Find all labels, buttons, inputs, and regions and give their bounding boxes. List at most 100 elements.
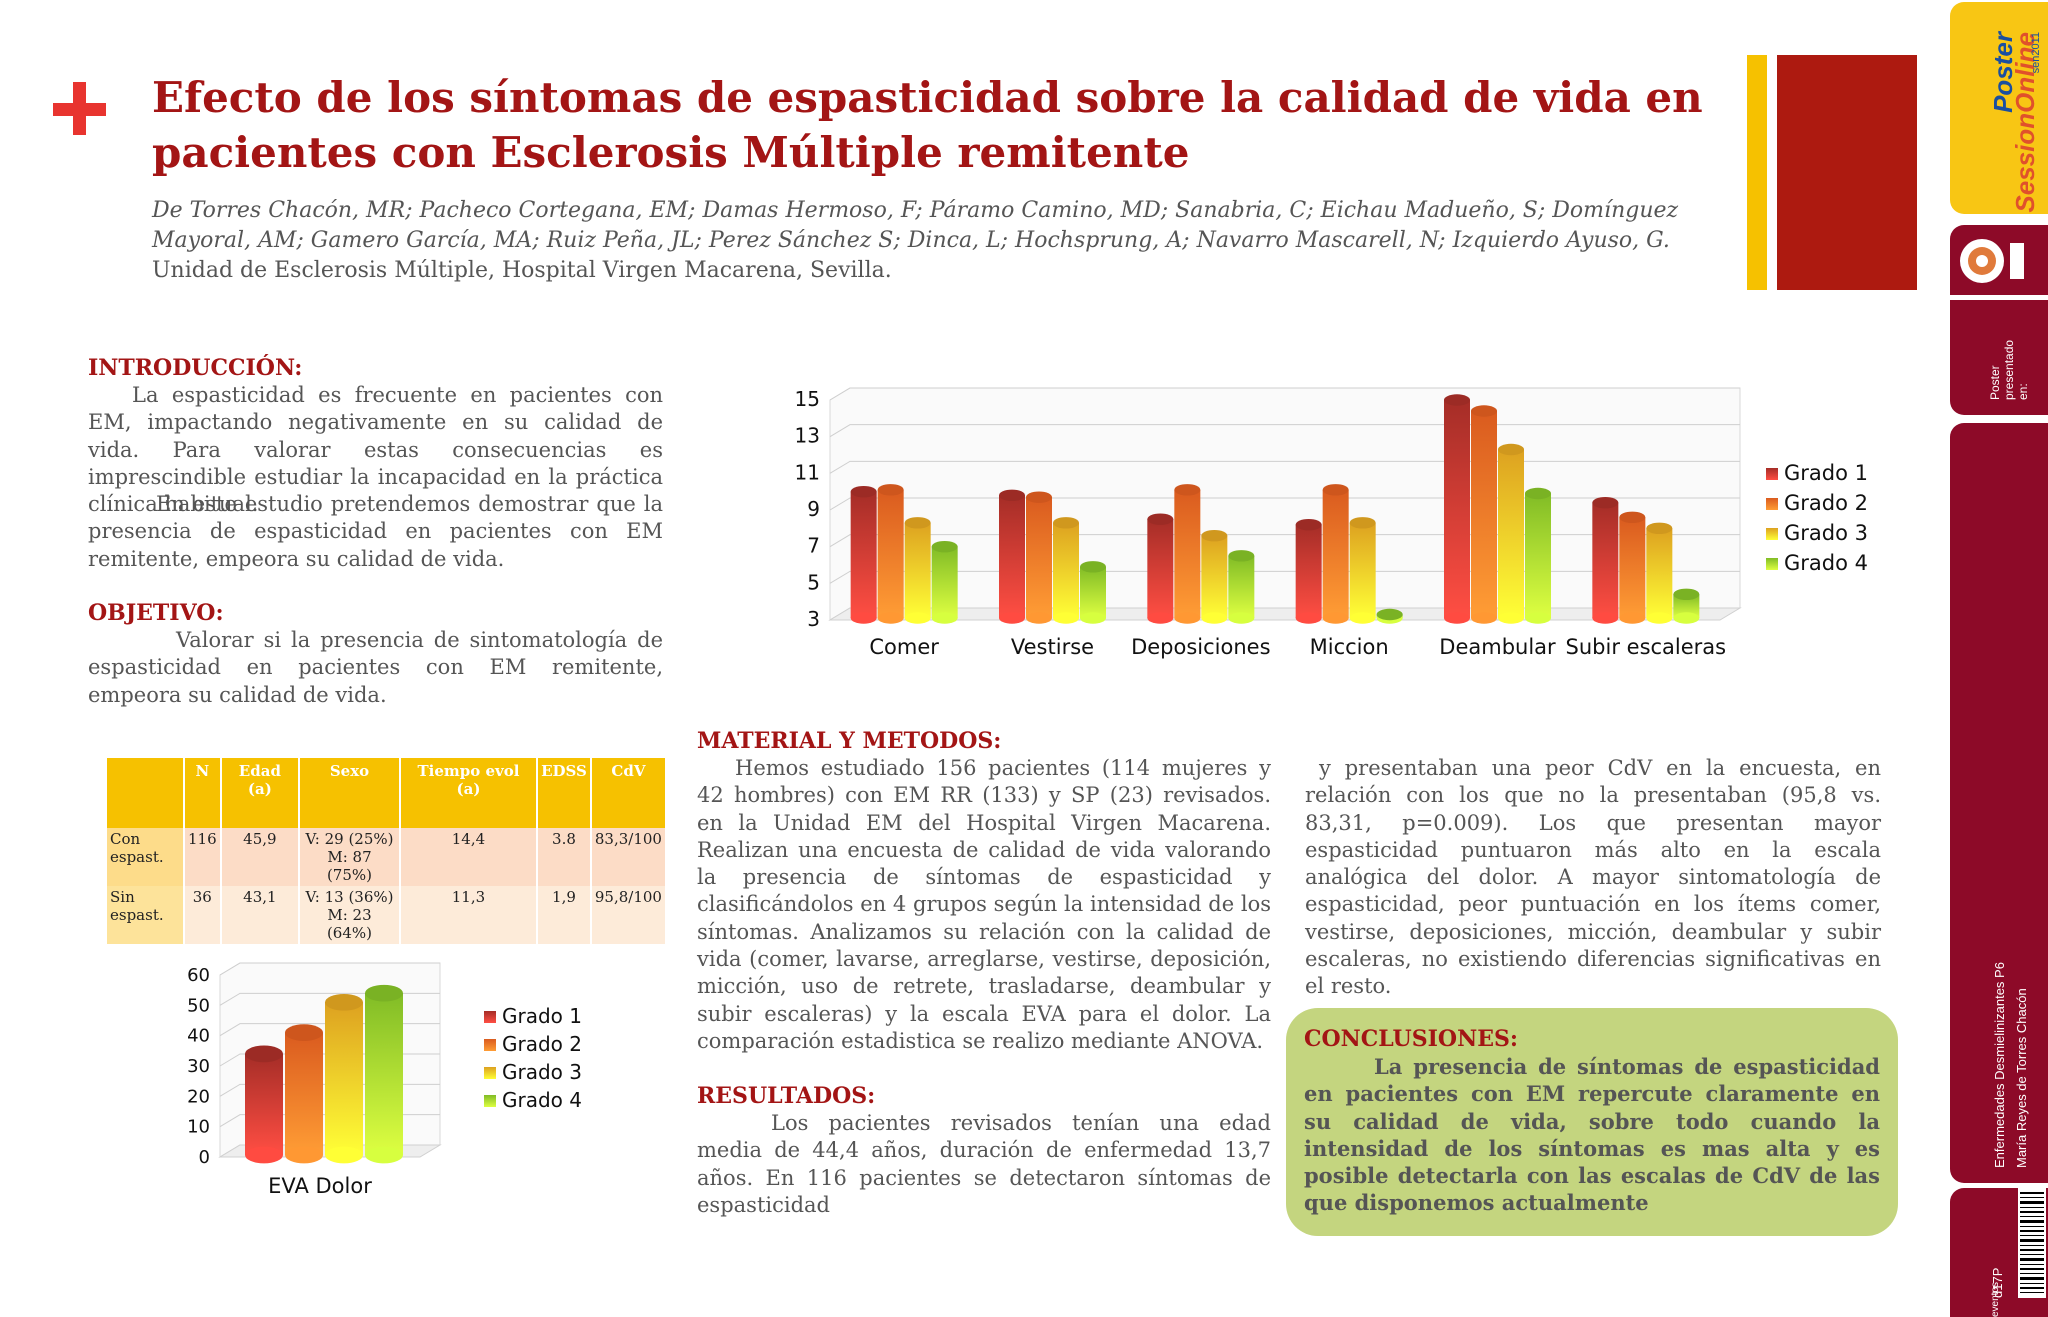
presented-at: Poster presentado en: [1950, 300, 2048, 415]
footer-label: eventos [1990, 1281, 2001, 1317]
cell-edss: 1,9 [537, 886, 592, 944]
intro-paragraph-2: En este estudio pretendemos demostrar qu… [88, 492, 663, 571]
objective-text: Valorar si la presencia de sintomatologí… [88, 628, 663, 707]
y-tick-label: 20 [187, 1086, 210, 1107]
th-cdv: CdV [590, 758, 668, 828]
intro-heading: INTRODUCCIÓN: [88, 355, 303, 381]
table-row: Con espast. 116 45,9 V: 29 (25%) M: 87 (7… [107, 828, 668, 886]
bar [1525, 487, 1551, 624]
y-tick-label: 60 [187, 965, 210, 986]
y-tick-label: 40 [187, 1026, 210, 1047]
x-category-label: Comer [869, 635, 939, 659]
legend-label: Grado 1 [1784, 461, 1868, 485]
conclusions-text: La presencia de síntomas de espasticidad… [1304, 1054, 1880, 1216]
y-tick-label: 15 [795, 387, 820, 411]
bar [245, 1045, 283, 1164]
brand-small: sen2011 [2030, 32, 2042, 74]
cell-sex-v: V: 13 (36%) [305, 888, 394, 906]
cell-n: 36 [184, 886, 222, 944]
sen-logo-icon [1960, 239, 2024, 283]
results-table: N Edad (a) Sexo Tiempo evol (a) EDSS CdV… [107, 758, 668, 944]
gridline [829, 534, 1740, 548]
conclusions-box [1286, 1008, 1898, 1236]
bar [365, 984, 403, 1164]
plus-icon-stem [73, 82, 86, 135]
row-label: Sin espast. [107, 886, 185, 944]
th-n: N [184, 758, 222, 828]
gridline [829, 497, 1740, 511]
th-age: Edad (a) [220, 758, 301, 828]
x-category-label: Vestirse [1011, 635, 1094, 659]
presented-line3: en: [2016, 383, 2030, 400]
bar [1147, 513, 1174, 624]
bar [1349, 517, 1376, 624]
affiliation: Unidad de Esclerosis Múltiple, Hospital … [152, 258, 892, 283]
bar [1322, 484, 1349, 624]
bar [1053, 517, 1079, 624]
bar [904, 517, 931, 624]
legend-label: Grado 4 [502, 1088, 582, 1112]
authors: De Torres Chacón, MR; Pacheco Cortegana,… [152, 198, 1679, 253]
decor-yellow-bar [1747, 55, 1767, 290]
bar [1673, 588, 1700, 624]
cell-sex-m: M: 23 (64%) [326, 906, 372, 942]
legend-swatch [484, 1011, 496, 1023]
bar [1376, 608, 1403, 624]
poster-session-logo[interactable]: Poster SessionOnline sen2011 [1950, 2, 2048, 214]
cell-sex-v: V: 29 (25%) [305, 830, 394, 848]
results-heading: RESULTADOS: [697, 1083, 876, 1109]
gridline [219, 962, 440, 976]
y-tick-label: 11 [795, 460, 820, 484]
cell-cdv: 95,8/100 [590, 886, 668, 944]
decor-red-block [1777, 55, 1917, 290]
x-category-label: Miccion [1310, 635, 1389, 659]
gridline [829, 424, 1740, 438]
x-category-label: Deambular [1439, 635, 1556, 659]
gridline [829, 570, 1740, 584]
cell-sex: V: 29 (25%) M: 87 (75%) [299, 828, 401, 886]
gridline [829, 387, 1740, 401]
legend-swatch [484, 1095, 496, 1107]
results-text: Los pacientes revisados tenían una edad … [697, 1111, 1271, 1217]
table-row: Sin espast. 36 43,1 V: 13 (36%) M: 23 (64… [107, 886, 668, 944]
bar [1201, 529, 1228, 624]
legend-label: Grado 2 [1784, 491, 1868, 515]
bar [1444, 394, 1470, 624]
x-category-label: EVA Dolor [268, 1174, 372, 1198]
cell-age: 43,1 [220, 886, 301, 944]
x-category-label: Subir escaleras [1566, 635, 1727, 659]
th-sex: Sexo [299, 758, 401, 828]
bar [850, 485, 877, 624]
legend-swatch [484, 1067, 496, 1079]
cell-n: 116 [184, 828, 222, 886]
legend-swatch [484, 1039, 496, 1051]
sen-logo[interactable] [1950, 225, 2048, 295]
bar [285, 1024, 323, 1164]
intro-paragraph-1: La espasticidad es frecuente en paciente… [88, 383, 663, 517]
bar [1646, 522, 1673, 624]
y-tick-label: 10 [187, 1117, 210, 1138]
legend-label: Grado 2 [502, 1032, 582, 1056]
bar [877, 484, 904, 624]
bar [1295, 518, 1322, 624]
methods-text: Hemos estudiado 156 pacientes (114 mujer… [697, 756, 1271, 1053]
y-tick-label: 30 [187, 1056, 210, 1077]
bar [1026, 491, 1052, 624]
symptoms-bar-chart: 3 5 7 9 11 13 15 Comer Vestirse Deposiciones Micci… [795, 387, 1868, 659]
bar [1174, 484, 1201, 624]
bar [1619, 511, 1646, 624]
barcode-icon [2018, 1188, 2046, 1298]
y-tick-label: 0 [199, 1147, 210, 1168]
legend-label: Grado 1 [502, 1004, 582, 1028]
gridline [829, 460, 1740, 474]
bar [1471, 405, 1497, 624]
bar [325, 993, 363, 1164]
legend-label: Grado 3 [1784, 521, 1868, 545]
eva-pain-bar-chart: 0 10 20 30 40 50 60 EVA Dolor Grado 1 Grado 2 Grad… [187, 962, 582, 1198]
session-name: Enfermedades Desmielinizantes P6 [1992, 962, 2007, 1168]
row-label: Con espast. [107, 828, 185, 886]
cell-age: 45,9 [220, 828, 301, 886]
legend-label: Grado 4 [1784, 551, 1868, 575]
th-empty [107, 758, 185, 828]
methods-heading: MATERIAL Y METODOS: [697, 728, 1002, 754]
